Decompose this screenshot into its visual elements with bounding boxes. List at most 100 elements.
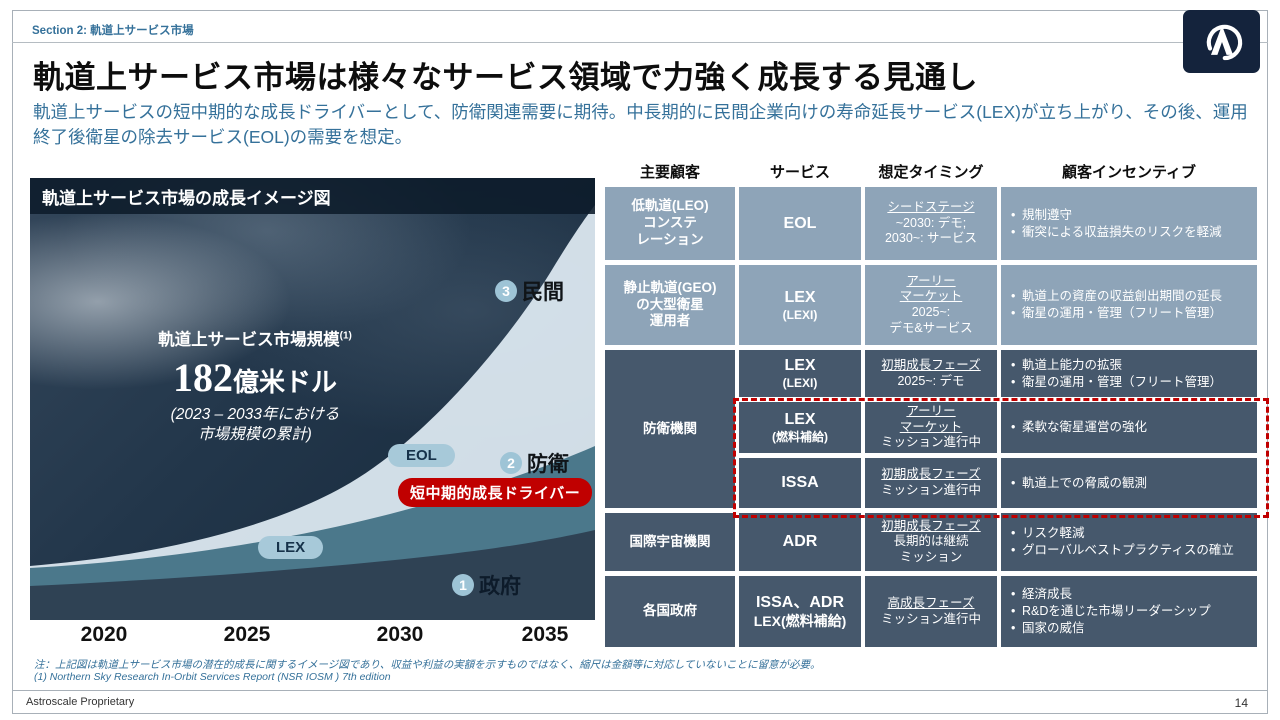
incentive-item: 柔軟な衛星運営の強化 [1011, 419, 1147, 436]
service-main: ISSA [781, 474, 819, 491]
timing-phase: 高成長フェーズ [887, 595, 975, 610]
service-sub: LEX(燃料補給) [753, 612, 847, 629]
tier-label-government: 1 政府 [452, 570, 521, 600]
customer-cell-intl-agency: 国際宇宙機関 [605, 513, 735, 571]
chart-x-axis: 2020 2025 2030 2035 [30, 620, 595, 654]
incentive-item: 規制遵守 [1011, 207, 1072, 224]
market-size-label: 軌道上サービス市場規模(1) [100, 326, 410, 350]
service-cell-defense-issa: ISSA [739, 458, 861, 508]
incentive-item: 軌道上での脅威の観測 [1011, 475, 1147, 492]
driver-badge: 短中期的成長ドライバー [398, 478, 593, 507]
footer-proprietary: Astroscale Proprietary [26, 696, 135, 708]
incentive-item: 経済成長 [1011, 586, 1072, 603]
tier-label-defense-text: 防衛 [527, 453, 569, 476]
x-tick-2020: 2020 [80, 623, 128, 646]
timing-detail: 2025~: デモ [897, 373, 965, 388]
area-government [30, 530, 595, 620]
market-size-caption: (2023 – 2033年における 市場規模の累計) [170, 406, 340, 444]
footnote-source: (1) Northern Sky Research In-Orbit Servi… [34, 671, 391, 683]
service-sub: (LEXI) [782, 376, 818, 390]
header-divider [12, 42, 1268, 43]
service-main: EOL [783, 214, 817, 232]
service-cell-governments: ISSA、ADR LEX(燃料補給) [739, 576, 861, 647]
timing-phase: 初期成長フェーズ [881, 357, 981, 372]
x-tick-2025: 2025 [223, 623, 271, 646]
timing-phase: 初期成長フェーズ [881, 518, 981, 533]
x-tick-2030: 2030 [376, 623, 424, 646]
incentive-item: グローバルベストプラクティスの確立 [1011, 542, 1234, 559]
timing-phase: 初期成長フェーズ [881, 467, 981, 482]
incentive-item: 衛星の運用・管理（フリート管理） [1011, 305, 1222, 322]
eol-badge: EOL [388, 444, 455, 467]
market-size-value-line: 182億米ドル [100, 354, 410, 401]
customer-cell-geo: 静止軌道(GEO) の大型衛星 運用者 [605, 265, 735, 345]
table-header-timing: 想定タイミング [878, 163, 984, 181]
timing-cell-adr: 初期成長フェーズ 長期的は継続 ミッション [865, 513, 997, 571]
page-number: 14 [1234, 696, 1248, 710]
service-cell-defense-refuel: LEX (燃料補給) [739, 402, 861, 453]
service-cell-adr: ADR [739, 513, 861, 571]
incentive-cell-defense-lexi: 軌道上能力の拡張 衛星の運用・管理（フリート管理） [1001, 350, 1257, 397]
x-tick-2035: 2035 [521, 623, 569, 646]
incentive-cell-leo: 規制遵守 衝突による収益損失のリスクを軽減 [1001, 187, 1257, 260]
chart-title-bar: 軌道上サービス市場の成長イメージ図 [30, 178, 595, 214]
timing-detail: 2025~: デモ&サービス [889, 305, 973, 335]
service-sub: (LEXI) [782, 307, 818, 322]
customer-cell-governments: 各国政府 [605, 576, 735, 647]
timing-cell-geo: アーリー マーケット 2025~: デモ&サービス [865, 265, 997, 345]
lex-badge: LEX [258, 536, 324, 559]
timing-detail: 長期的は継続 ミッション [893, 534, 969, 564]
incentive-item: 国家の威信 [1011, 620, 1085, 637]
service-main: LEX [784, 357, 816, 374]
service-cell-defense-lexi: LEX (LEXI) [739, 350, 861, 397]
customer-cell-leo: 低軌道(LEO) コンステ レーション [605, 187, 735, 260]
service-cell-geo: LEX (LEXI) [739, 265, 861, 345]
circled-3-icon: 3 [495, 280, 517, 302]
incentive-item: リスク軽減 [1011, 525, 1085, 542]
timing-detail: ミッション進行中 [880, 483, 981, 497]
market-size-unit: 億米ドル [232, 367, 337, 397]
timing-cell-defense-lexi: 初期成長フェーズ 2025~: デモ [865, 350, 997, 397]
service-sub: (燃料補給) [772, 430, 828, 444]
timing-cell-defense-issa: 初期成長フェーズ ミッション進行中 [865, 458, 997, 508]
table-header-customer: 主要顧客 [639, 163, 700, 181]
section-label: Section 2: 軌道上サービス市場 [32, 25, 194, 37]
growth-chart-panel: 軌道上サービス市場の成長イメージ図 軌道上サービス市場規模(1) 182億米ドル… [30, 178, 595, 620]
service-main: ADR [782, 533, 818, 550]
incentive-item: 衛星の運用・管理（フリート管理） [1011, 374, 1222, 391]
timing-phase: シードステージ [887, 200, 975, 215]
tier-label-private: 3 民間 [495, 276, 564, 306]
timing-cell-leo: シードステージ ~2030: デモ; 2030~: サービス [865, 187, 997, 260]
market-size-footnote-ref: (1) [339, 330, 352, 342]
growth-area-chart [30, 205, 595, 620]
market-size-label-text: 軌道上サービス市場規模 [158, 331, 340, 349]
market-size-block: 軌道上サービス市場規模(1) 182億米ドル (2023 – 2033年における… [100, 326, 410, 445]
service-main: LEX [784, 288, 816, 306]
chart-title: 軌道上サービス市場の成長イメージ図 [42, 188, 331, 208]
service-main: ISSA、ADR [755, 593, 844, 611]
page-subtitle: 軌道上サービスの短中期的な成長ドライバーとして、防衛関連需要に期待。中長期的に民… [33, 102, 1248, 147]
timing-cell-governments: 高成長フェーズ ミッション進行中 [865, 576, 997, 647]
tier-label-defense: 2 防衛 [500, 448, 569, 478]
incentive-cell-defense-issa: 軌道上での脅威の観測 [1001, 458, 1257, 508]
incentive-cell-governments: 経済成長 R&Dを通じた市場リーダーシップ 国家の威信 [1001, 576, 1257, 647]
timing-phase: アーリー マーケット [899, 404, 963, 434]
service-main: LEX [784, 411, 816, 428]
circled-1-icon: 1 [452, 574, 474, 596]
incentive-cell-adr: リスク軽減 グローバルベストプラクティスの確立 [1001, 513, 1257, 571]
table-header-incentive: 顧客インセンティブ [1061, 163, 1197, 181]
timing-detail: ミッション進行中 [880, 435, 981, 450]
timing-detail: ミッション進行中 [880, 611, 981, 626]
footer-divider [12, 690, 1268, 691]
market-size-value: 182 [172, 355, 233, 400]
incentive-item: 衝突による収益損失のリスクを軽減 [1011, 224, 1222, 241]
page-title: 軌道上サービス市場は様々なサービス領域で力強く成長する見通し [33, 60, 978, 95]
incentive-item: 軌道上の資産の収益創出期間の延長 [1011, 288, 1222, 305]
circled-2-icon: 2 [500, 452, 522, 474]
incentive-item: R&Dを通じた市場リーダーシップ [1011, 603, 1211, 620]
tier-label-private-text: 民間 [522, 281, 564, 304]
table-header-service: サービス [769, 163, 830, 181]
astroscale-logo [1183, 10, 1260, 73]
timing-detail: ~2030: デモ; 2030~: サービス [884, 215, 978, 246]
